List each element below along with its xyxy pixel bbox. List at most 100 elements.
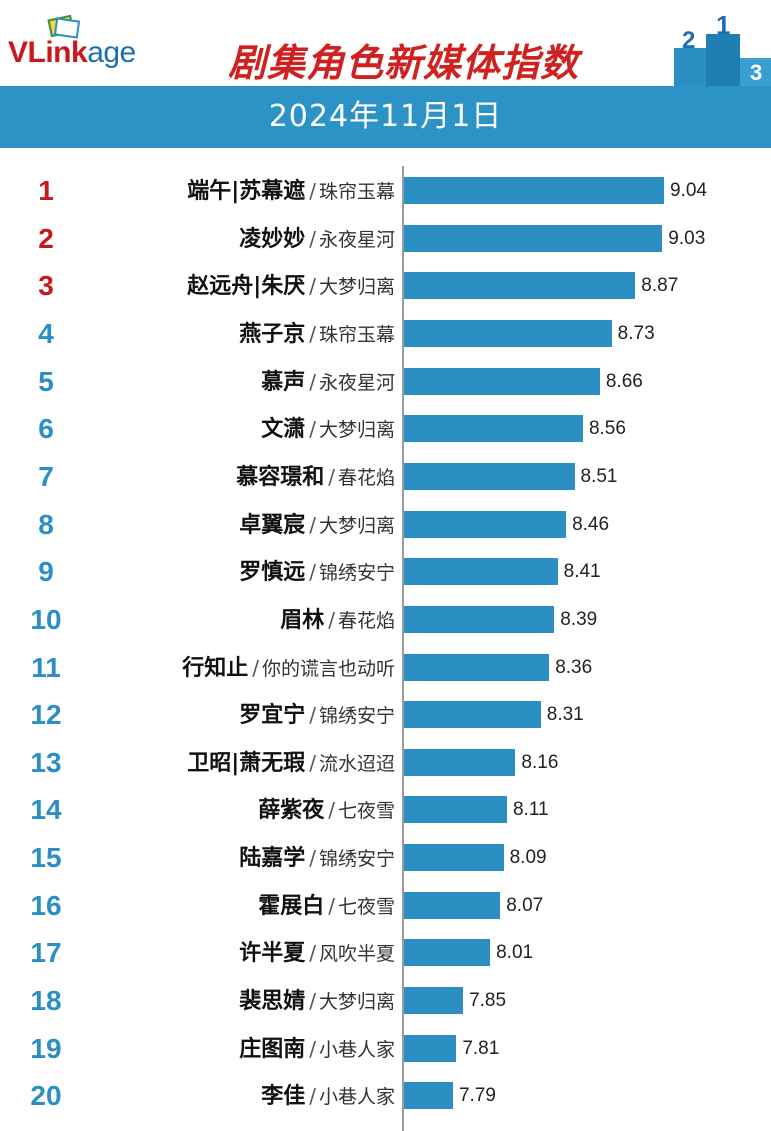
value-label: 8.09 [509, 847, 547, 869]
value-bar [404, 462, 575, 490]
value-bar [404, 605, 555, 633]
separator-slash: / [309, 179, 316, 203]
drama-name: 永夜星河 [318, 371, 395, 394]
podium-icon: 2 1 3 [674, 10, 771, 86]
value-bar [404, 1082, 453, 1110]
row-label: 眉林 / 春花焰 [280, 596, 395, 646]
separator-slash: / [328, 607, 335, 632]
row-label: 卓翼宸 / 大梦归离 [239, 501, 395, 551]
ranking-chart: 1 端午|苏幕遮 / 珠帘玉幕 9.04 2 凌妙妙 / 永夜星河 9.03 3 赵远舟|朱厌 / 大梦归… [0, 148, 771, 1131]
rank-number: 15 [30, 842, 62, 874]
separator-slash: / [309, 226, 316, 251]
rank-number: 11 [31, 651, 61, 683]
separator-slash: / [309, 846, 316, 871]
rank-number: 19 [30, 1032, 62, 1064]
character-name: 眉林 [280, 607, 325, 633]
value-label: 8.66 [605, 370, 643, 392]
separator-slash: / [328, 464, 335, 489]
drama-name: 流水迢迢 [318, 752, 395, 775]
drama-name: 春花焰 [337, 466, 395, 489]
drama-name: 小巷人家 [318, 1086, 395, 1109]
value-bar [404, 987, 464, 1015]
chart-row: 12 罗宜宁 / 锦绣安宁 8.31 [0, 691, 771, 739]
separator-slash: / [309, 512, 316, 537]
value-label: 8.46 [572, 513, 610, 535]
drama-name: 七夜雪 [337, 800, 395, 823]
drama-name: 七夜雪 [337, 895, 395, 918]
value-label: 8.31 [546, 704, 584, 726]
rank-number: 9 [38, 556, 54, 588]
chart-row: 5 慕声 / 永夜星河 8.66 [0, 358, 771, 406]
character-name: 许半夏 [239, 941, 306, 967]
separator-slash: / [309, 1084, 316, 1109]
drama-name: 小巷人家 [318, 1038, 395, 1061]
chart-row: 19 庄图南 / 小巷人家 7.81 [0, 1025, 771, 1073]
drama-name: 珠帘玉幕 [318, 323, 395, 346]
value-bar [404, 415, 583, 443]
header: VLinkage 剧集角色新媒体指数 2 1 3 [0, 0, 771, 86]
character-name: 慕声 [261, 369, 306, 395]
character-name: 燕子京 [239, 321, 306, 347]
chart-row: 15 陆嘉学 / 锦绣安宁 8.09 [0, 834, 771, 882]
value-bar [404, 177, 664, 204]
drama-name: 大梦归离 [318, 419, 395, 442]
value-bar [404, 653, 550, 681]
drama-name: 锦绣安宁 [318, 562, 395, 585]
value-label: 7.81 [462, 1037, 500, 1059]
row-label: 李佳 / 小巷人家 [261, 1072, 395, 1122]
drama-name: 永夜星河 [318, 228, 395, 251]
separator-slash: / [309, 417, 316, 442]
rank-number: 10 [30, 603, 62, 635]
character-name: 文潇 [261, 417, 306, 443]
separator-slash: / [309, 369, 316, 394]
character-name: 端午|苏幕遮 [187, 179, 306, 204]
rank-number: 16 [30, 889, 62, 921]
row-label: 裴思婧 / 大梦归离 [239, 977, 395, 1027]
row-label: 慕声 / 永夜星河 [261, 358, 395, 408]
chart-row: 7 慕容璟和 / 春花焰 8.51 [0, 453, 771, 501]
character-name: 薛紫夜 [258, 798, 325, 824]
chart-row: 18 裴思婧 / 大梦归离 7.85 [0, 977, 771, 1025]
date-banner: 2024年11月1日 [0, 86, 771, 148]
drama-name: 你的谎言也动听 [261, 657, 395, 680]
drama-name: 春花焰 [337, 609, 395, 632]
rank-number: 3 [38, 270, 54, 302]
value-bar [404, 939, 491, 967]
value-bar [404, 701, 541, 729]
value-bar [404, 1034, 457, 1062]
row-label: 凌妙妙 / 永夜星河 [239, 215, 395, 265]
svg-text:1: 1 [716, 10, 730, 40]
separator-slash: / [309, 1036, 316, 1061]
character-name: 卓翼宸 [239, 512, 306, 538]
character-name: 霍展白 [258, 893, 325, 919]
rank-number: 2 [38, 222, 54, 254]
page-title: 剧集角色新媒体指数 [228, 41, 580, 85]
logo-frames-icon [47, 14, 81, 39]
value-label: 7.79 [458, 1085, 496, 1107]
rank-number: 1 [38, 175, 54, 206]
character-name: 罗慎远 [239, 560, 306, 586]
chart-row: 2 凌妙妙 / 永夜星河 9.03 [0, 215, 771, 263]
value-label: 8.11 [512, 799, 549, 821]
row-label: 文潇 / 大梦归离 [261, 405, 395, 455]
row-label: 庄图南 / 小巷人家 [239, 1025, 395, 1075]
chart-row: 8 卓翼宸 / 大梦归离 8.46 [0, 501, 771, 549]
row-label: 燕子京 / 珠帘玉幕 [239, 310, 395, 360]
value-label: 8.01 [496, 942, 534, 964]
drama-name: 珠帘玉幕 [318, 181, 395, 203]
separator-slash: / [309, 274, 316, 299]
drama-name: 风吹半夏 [318, 943, 395, 966]
chart-row: 11 行知止 / 你的谎言也动听 8.36 [0, 644, 771, 692]
separator-slash: / [252, 655, 259, 680]
rank-number: 14 [30, 794, 62, 826]
svg-text:3: 3 [750, 60, 762, 85]
chart-row: 3 赵远舟|朱厌 / 大梦归离 8.87 [0, 262, 771, 310]
rank-number: 12 [30, 699, 62, 731]
separator-slash: / [328, 893, 335, 918]
character-name: 李佳 [261, 1084, 306, 1110]
chart-row: 10 眉林 / 春花焰 8.39 [0, 596, 771, 644]
rank-number: 18 [30, 985, 62, 1017]
vlinkage-logo: VLinkage [8, 14, 178, 74]
value-label: 8.36 [555, 656, 593, 678]
rank-number: 20 [30, 1080, 62, 1112]
